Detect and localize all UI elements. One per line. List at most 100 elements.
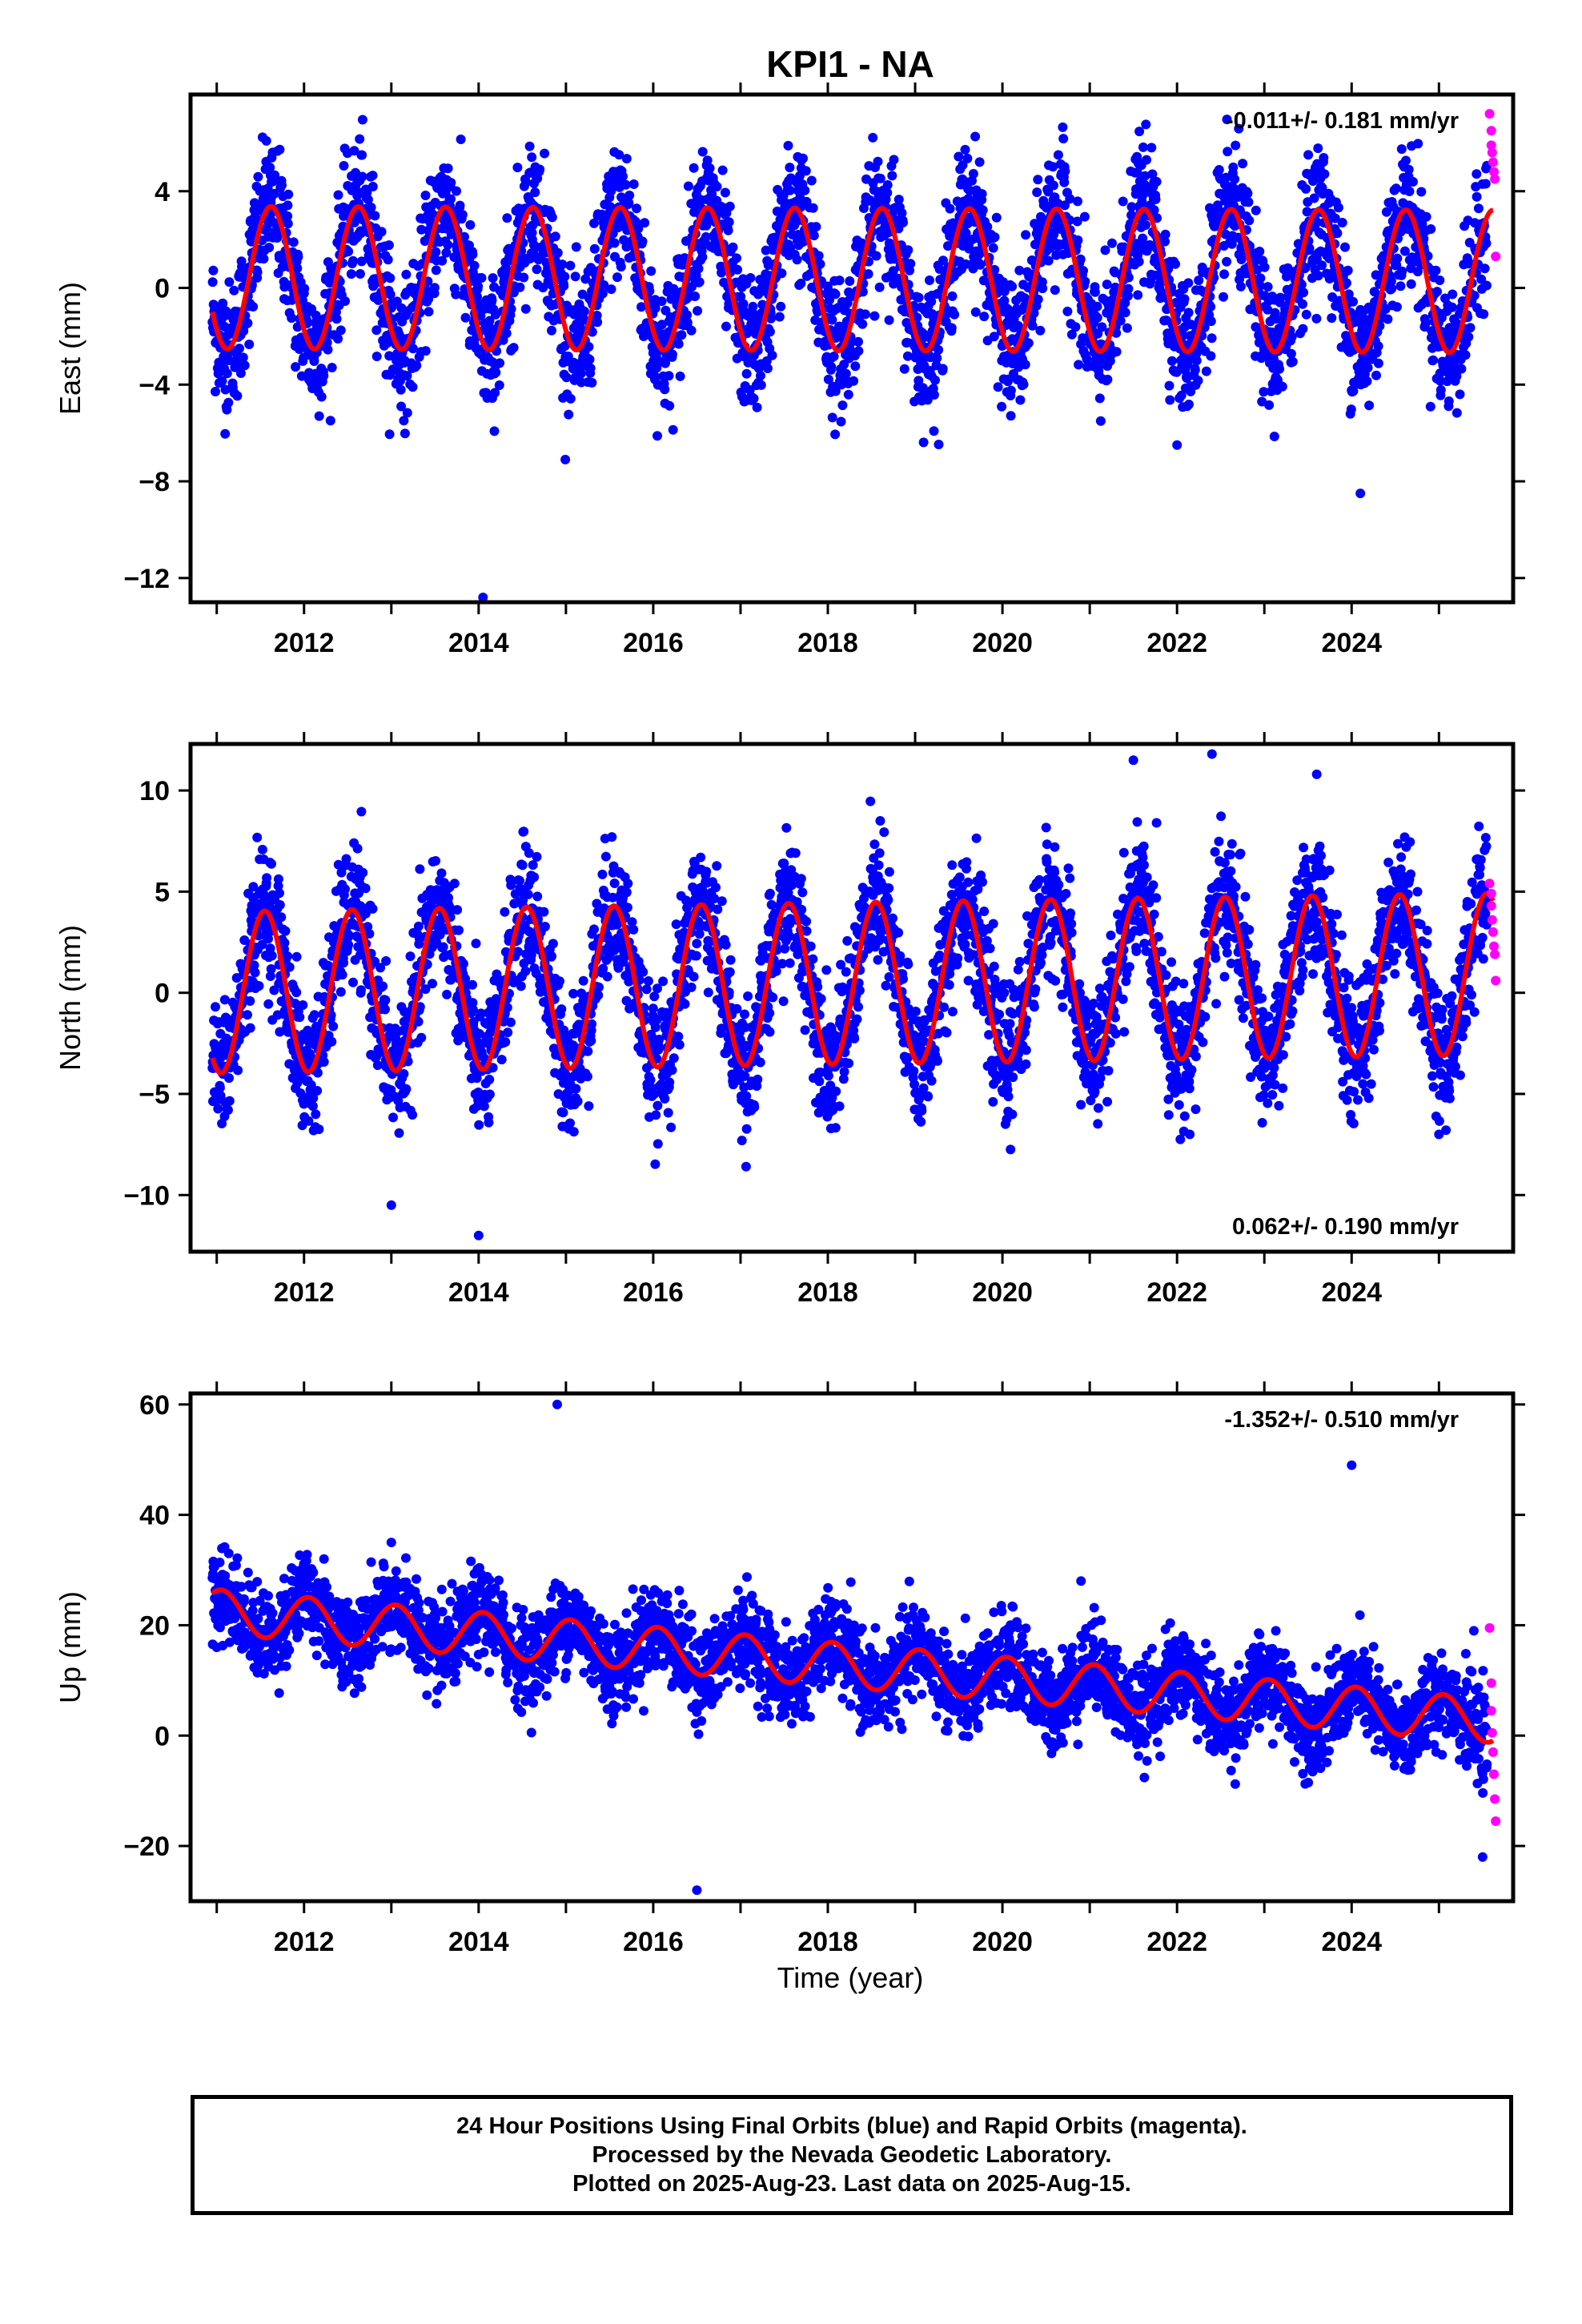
final-point [1348, 296, 1358, 307]
final-point [252, 267, 263, 277]
final-point [1480, 179, 1491, 189]
final-point [766, 313, 776, 324]
final-point [736, 292, 746, 302]
final-point [929, 390, 939, 400]
final-point [614, 150, 624, 160]
final-point [523, 889, 533, 899]
final-point [578, 975, 588, 986]
final-point [353, 187, 363, 198]
final-point [527, 152, 537, 163]
final-point [584, 354, 595, 364]
final-point [1435, 275, 1445, 285]
final-point [1037, 214, 1047, 224]
final-point [1472, 191, 1482, 202]
final-point [252, 832, 263, 842]
final-point [1275, 292, 1286, 303]
final-point [1191, 356, 1202, 366]
final-point [263, 999, 274, 1009]
final-point [557, 259, 568, 270]
final-point [1413, 139, 1423, 149]
final-point [1435, 376, 1445, 386]
final-point [384, 429, 395, 440]
final-point [1222, 256, 1232, 267]
final-point [469, 260, 480, 271]
final-point [656, 320, 667, 330]
final-point [693, 263, 704, 274]
final-point [540, 922, 550, 931]
final-point [476, 311, 486, 321]
final-point [367, 903, 378, 914]
final-point [849, 376, 859, 386]
final-point [1473, 203, 1484, 214]
final-point [314, 411, 324, 421]
final-point [899, 364, 909, 374]
final-point [1219, 292, 1228, 302]
final-point [515, 282, 525, 292]
final-point [827, 315, 837, 325]
final-point [438, 942, 448, 952]
final-point [1404, 187, 1415, 196]
final-point [1460, 350, 1471, 360]
final-point [1120, 308, 1130, 318]
final-point [1298, 299, 1307, 309]
final-point [565, 260, 576, 271]
final-point [346, 269, 356, 279]
final-point [1066, 329, 1077, 340]
final-point [1428, 355, 1439, 365]
y-tick-label: 4 [155, 177, 170, 207]
final-point [1140, 220, 1150, 230]
final-point [1236, 255, 1247, 264]
final-point [341, 854, 351, 864]
final-point [1296, 279, 1307, 290]
final-point [474, 1120, 484, 1130]
final-point [506, 304, 516, 314]
final-point [1340, 242, 1350, 252]
final-point [954, 151, 964, 162]
final-point [1138, 233, 1148, 243]
final-point [945, 231, 955, 241]
final-point [1179, 294, 1190, 304]
final-point [547, 951, 556, 961]
final-point [1206, 351, 1216, 361]
final-point [950, 309, 960, 320]
final-point [853, 346, 864, 356]
final-point [413, 1016, 424, 1027]
final-point [333, 334, 343, 344]
final-point [1097, 322, 1107, 332]
final-point [686, 325, 697, 336]
final-point [1183, 308, 1194, 318]
final-point [978, 205, 988, 215]
final-point [1263, 304, 1273, 315]
final-point [1079, 211, 1090, 222]
final-point [1481, 280, 1492, 291]
final-point [830, 429, 841, 440]
final-point [902, 351, 913, 361]
final-point [349, 146, 359, 156]
final-point [371, 325, 382, 336]
rapid-point [1491, 251, 1501, 262]
final-point [488, 273, 498, 283]
final-point [1023, 338, 1034, 348]
final-point [517, 860, 528, 870]
final-point [1343, 265, 1353, 275]
final-point [323, 344, 333, 355]
final-point [259, 254, 269, 264]
rate-annotation: -0.011+/- 0.181 mm/yr [1226, 108, 1459, 134]
final-point [1392, 253, 1403, 263]
final-point [1286, 348, 1296, 359]
final-point [556, 1004, 567, 1015]
final-point [352, 843, 363, 854]
final-point [893, 195, 904, 205]
y-tick-label: −12 [123, 564, 170, 594]
final-point [367, 182, 378, 191]
final-point [1373, 341, 1383, 352]
final-point [1006, 385, 1016, 396]
final-point [491, 368, 501, 378]
final-point [693, 306, 703, 316]
final-point [961, 228, 971, 239]
final-point [328, 1021, 339, 1031]
final-point [628, 179, 639, 189]
final-point [825, 295, 834, 305]
final-point [585, 363, 596, 373]
final-point [905, 259, 916, 269]
